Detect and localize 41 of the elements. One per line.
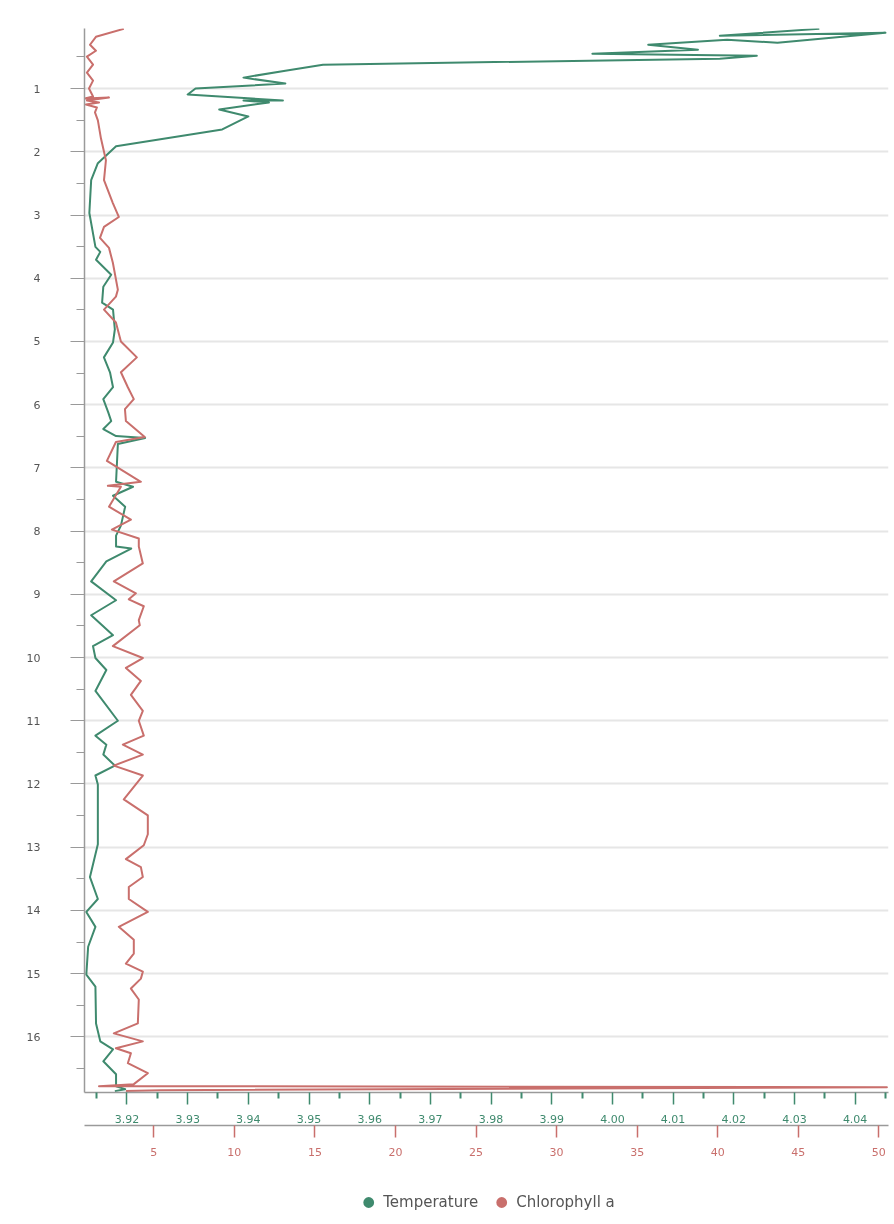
x2-tick-label: 45 [791,1145,806,1159]
x2-tick-label: 30 [549,1145,564,1159]
y-tick-label: 2 [33,145,41,159]
x-tick-label: 3.93 [175,1112,200,1126]
x2-tick-label: 20 [388,1145,403,1159]
y-tick-label: 1 [33,82,41,96]
x-tick-label: 4.01 [660,1112,686,1126]
x-tick-label: 4.02 [721,1112,747,1126]
x2-tick-label: 40 [710,1145,725,1159]
y-tick-label: 12 [26,777,41,791]
x2-tick-label: 25 [469,1145,484,1159]
x-tick-label: 3.98 [478,1112,504,1126]
legend-label: Temperature [383,1193,479,1211]
x2-tick-label: 10 [227,1145,242,1159]
x-tick-label: 4.03 [782,1112,807,1126]
y-tick-label: 9 [33,588,41,602]
y-tick-label: 8 [33,525,41,539]
y-tick-label: 14 [26,904,41,918]
x-tick-label: 3.95 [296,1112,322,1126]
y-tick-label: 4 [33,272,41,286]
y-tick-label: 13 [26,841,41,855]
y-tick-label: 16 [26,1030,41,1044]
x-tick-label: 3.96 [357,1112,382,1126]
y-tick-label: 7 [33,461,41,475]
x2-tick-label: 35 [630,1145,645,1159]
y-tick-label: 3 [33,209,41,222]
x2-tick-label: 5 [150,1145,158,1159]
x-tick-label: 4.04 [842,1112,868,1126]
y-tick-label: 5 [33,335,41,349]
y-tick-label: 15 [26,967,41,981]
x-tick-label: 3.97 [418,1112,443,1126]
x-tick-label: 4.00 [600,1112,625,1126]
y-tick-label: 10 [26,651,41,665]
x2-tick-label: 50 [871,1145,886,1159]
x-tick-label: 3.94 [236,1112,261,1126]
x2-tick-label: 15 [307,1145,322,1159]
y-tick-label: 11 [26,714,41,728]
legend-label: Chlorophyll a [516,1193,615,1211]
x-tick-label: 3.99 [539,1112,564,1126]
y-tick-label: 6 [33,398,41,412]
x-tick-label: 3.92 [114,1112,140,1126]
